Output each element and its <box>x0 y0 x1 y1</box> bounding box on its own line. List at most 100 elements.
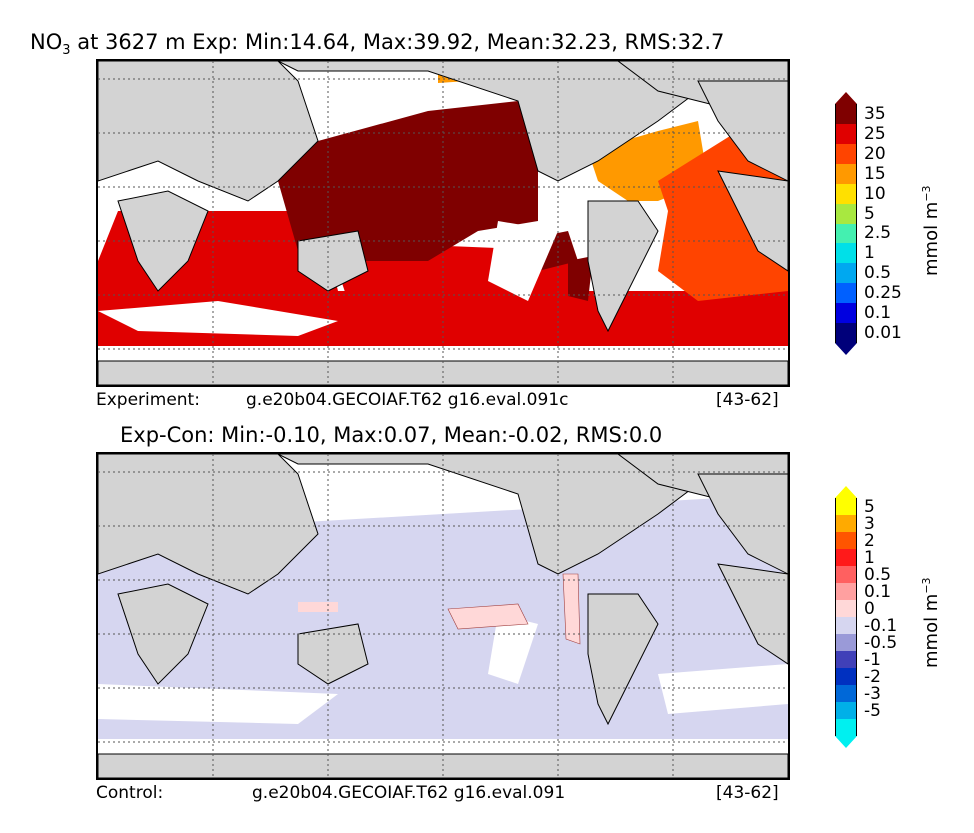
colorbar-segment <box>835 303 857 324</box>
australia <box>297 230 369 292</box>
diff-gap-2 <box>488 614 538 684</box>
title-stats: at 3627 m Exp: Min:14.64, Max:39.92, Mea… <box>70 30 725 54</box>
colorbar-tick-label: 5 <box>864 497 875 518</box>
experiment-colorbar <box>835 92 857 355</box>
positive-caribbean-patch <box>562 573 581 645</box>
colorbar-tick-label: 15 <box>864 163 886 184</box>
colorbar-segment <box>835 223 857 244</box>
colorbar-segment <box>835 634 857 651</box>
colorbar-segment <box>835 143 857 164</box>
diff-gap-3 <box>658 664 788 714</box>
africa-right <box>717 563 788 665</box>
colorbar-segment <box>835 617 857 634</box>
colorbar-tick-label: 0.01 <box>864 323 902 344</box>
graticule <box>98 61 788 385</box>
experiment-map <box>96 59 790 387</box>
difference-colorbar-unit: mmol m−3 <box>920 577 942 668</box>
colorbar-tick-label: -0.1 <box>864 616 898 637</box>
south-atlantic-field <box>658 131 788 301</box>
colorbar-segment <box>835 583 857 600</box>
south-america <box>587 200 659 333</box>
colorbar-tick-label: -5 <box>864 701 881 722</box>
difference-colorbar <box>835 486 857 748</box>
colorbar-segment <box>835 243 857 264</box>
colorbar-tick-label: 0.25 <box>864 283 902 304</box>
colorbar-segment <box>835 283 857 304</box>
unit-exponent: −3 <box>920 577 933 594</box>
colorbar-under-arrow <box>835 736 857 748</box>
africa-right <box>717 170 788 272</box>
colorbar-segment <box>835 323 857 344</box>
southern-gap <box>98 301 338 336</box>
title-variable: NO <box>30 30 63 54</box>
colorbar-segment <box>835 203 857 224</box>
australia <box>297 623 369 685</box>
colorbar-segment <box>835 532 857 549</box>
colorbar-segment <box>835 263 857 284</box>
colorbar-segment <box>835 668 857 685</box>
colorbar-tick-label: 10 <box>864 183 886 204</box>
colorbar-segment <box>835 702 857 719</box>
colorbar-tick-label: 3 <box>864 514 875 535</box>
colorbar-segment <box>835 685 857 702</box>
experiment-footer-label: Experiment: <box>96 390 200 410</box>
north-pacific-field <box>278 101 538 261</box>
colorbar-segment <box>835 600 857 617</box>
colorbar-tick-label: 20 <box>864 143 886 164</box>
colorbar-tick-label: 25 <box>864 123 886 144</box>
colorbar-tick-label: -2 <box>864 667 881 688</box>
europe-right <box>697 473 788 575</box>
unit-text: mmol m <box>921 201 942 276</box>
colorbar-segment <box>835 719 857 736</box>
colorbar-segment <box>835 515 857 532</box>
europe-right <box>697 80 788 182</box>
colorbar-tick-label: 2 <box>864 531 875 552</box>
colorbar-tick-label: 0.1 <box>864 303 892 324</box>
colorbar-segment <box>835 183 857 204</box>
experiment-map-svg <box>98 61 788 385</box>
colorbar-over-arrow <box>835 92 857 104</box>
peru-patch <box>568 256 593 301</box>
colorbar-segment <box>835 104 857 124</box>
pacific-gap <box>488 221 558 301</box>
colorbar-segment <box>835 123 857 144</box>
colorbar-segment <box>835 163 857 184</box>
colorbar-tick-label: -3 <box>864 684 881 705</box>
south-america <box>587 593 659 726</box>
colorbar-tick-label: -1 <box>864 650 881 671</box>
colorbar-segment <box>835 498 857 515</box>
colorbar-tick-label: 35 <box>864 103 886 124</box>
colorbar-segment <box>835 651 857 668</box>
positive-pacific-patch <box>447 603 529 630</box>
colorbar-tick-label: -0.5 <box>864 633 898 654</box>
title-subscript: 3 <box>62 43 71 58</box>
difference-map <box>96 452 790 780</box>
control-footer-label: Control: <box>96 783 164 803</box>
experiment-colorbar-unit: mmol m−3 <box>920 185 942 276</box>
control-case-name: g.e20b04.GECOIAF.T62 g16.eval.091 <box>252 783 566 803</box>
colorbar-tick-label: 2.5 <box>864 223 892 244</box>
unit-text: mmol m <box>921 593 942 668</box>
diff-gap-1 <box>98 684 338 724</box>
colorbar-segment <box>835 549 857 566</box>
colorbar-tick-label: 0 <box>864 599 875 620</box>
experiment-case-name: g.e20b04.GECOIAF.T62 g16.eval.091c <box>246 390 569 410</box>
graticule <box>98 454 788 778</box>
eurasia <box>98 454 319 595</box>
colorbar-tick-label: 0.5 <box>864 565 892 586</box>
positive-wpac-patch <box>298 602 338 612</box>
colorbar-segment <box>835 566 857 583</box>
colorbar-under-arrow <box>835 343 857 355</box>
colorbar-tick-label: 0.5 <box>864 263 892 284</box>
colorbar-tick-label: 5 <box>864 203 875 224</box>
difference-map-svg <box>98 454 788 778</box>
colorbar-tick-label: 1 <box>864 243 875 264</box>
colorbar-tick-label: 0.1 <box>864 582 892 603</box>
eurasia <box>98 61 319 202</box>
control-years: [43-62] <box>716 783 779 803</box>
experiment-years: [43-62] <box>716 390 779 410</box>
colorbar-over-arrow <box>835 486 857 498</box>
colorbar-tick-label: 1 <box>864 548 875 569</box>
top-panel-title: NO3 at 3627 m Exp: Min:14.64, Max:39.92,… <box>30 30 724 58</box>
unit-exponent: −3 <box>920 185 933 202</box>
